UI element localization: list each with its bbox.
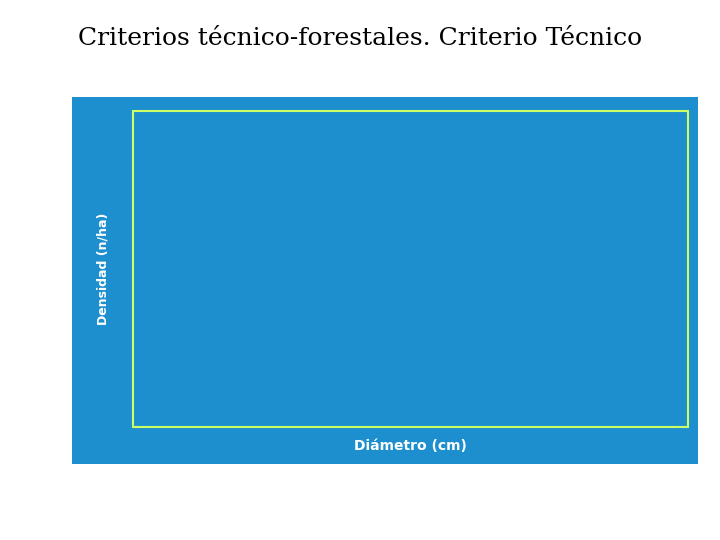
Text: Diámetro mínimo: 30 cm: Diámetro mínimo: 30 cm	[338, 117, 477, 127]
Text: Criterios técnico-forestales. Criterio Técnico: Criterios técnico-forestales. Criterio T…	[78, 27, 642, 50]
Text: Densidad (n/ha): Densidad (n/ha)	[96, 212, 109, 325]
Text: t3: t3	[394, 268, 408, 281]
Text: t2: t2	[277, 207, 292, 220]
Text: Diámetro (cm): Diámetro (cm)	[354, 438, 467, 453]
Text: t = edades: t = edades	[494, 117, 555, 127]
Text: t1: t1	[189, 131, 203, 144]
Text: t4: t4	[516, 307, 531, 320]
